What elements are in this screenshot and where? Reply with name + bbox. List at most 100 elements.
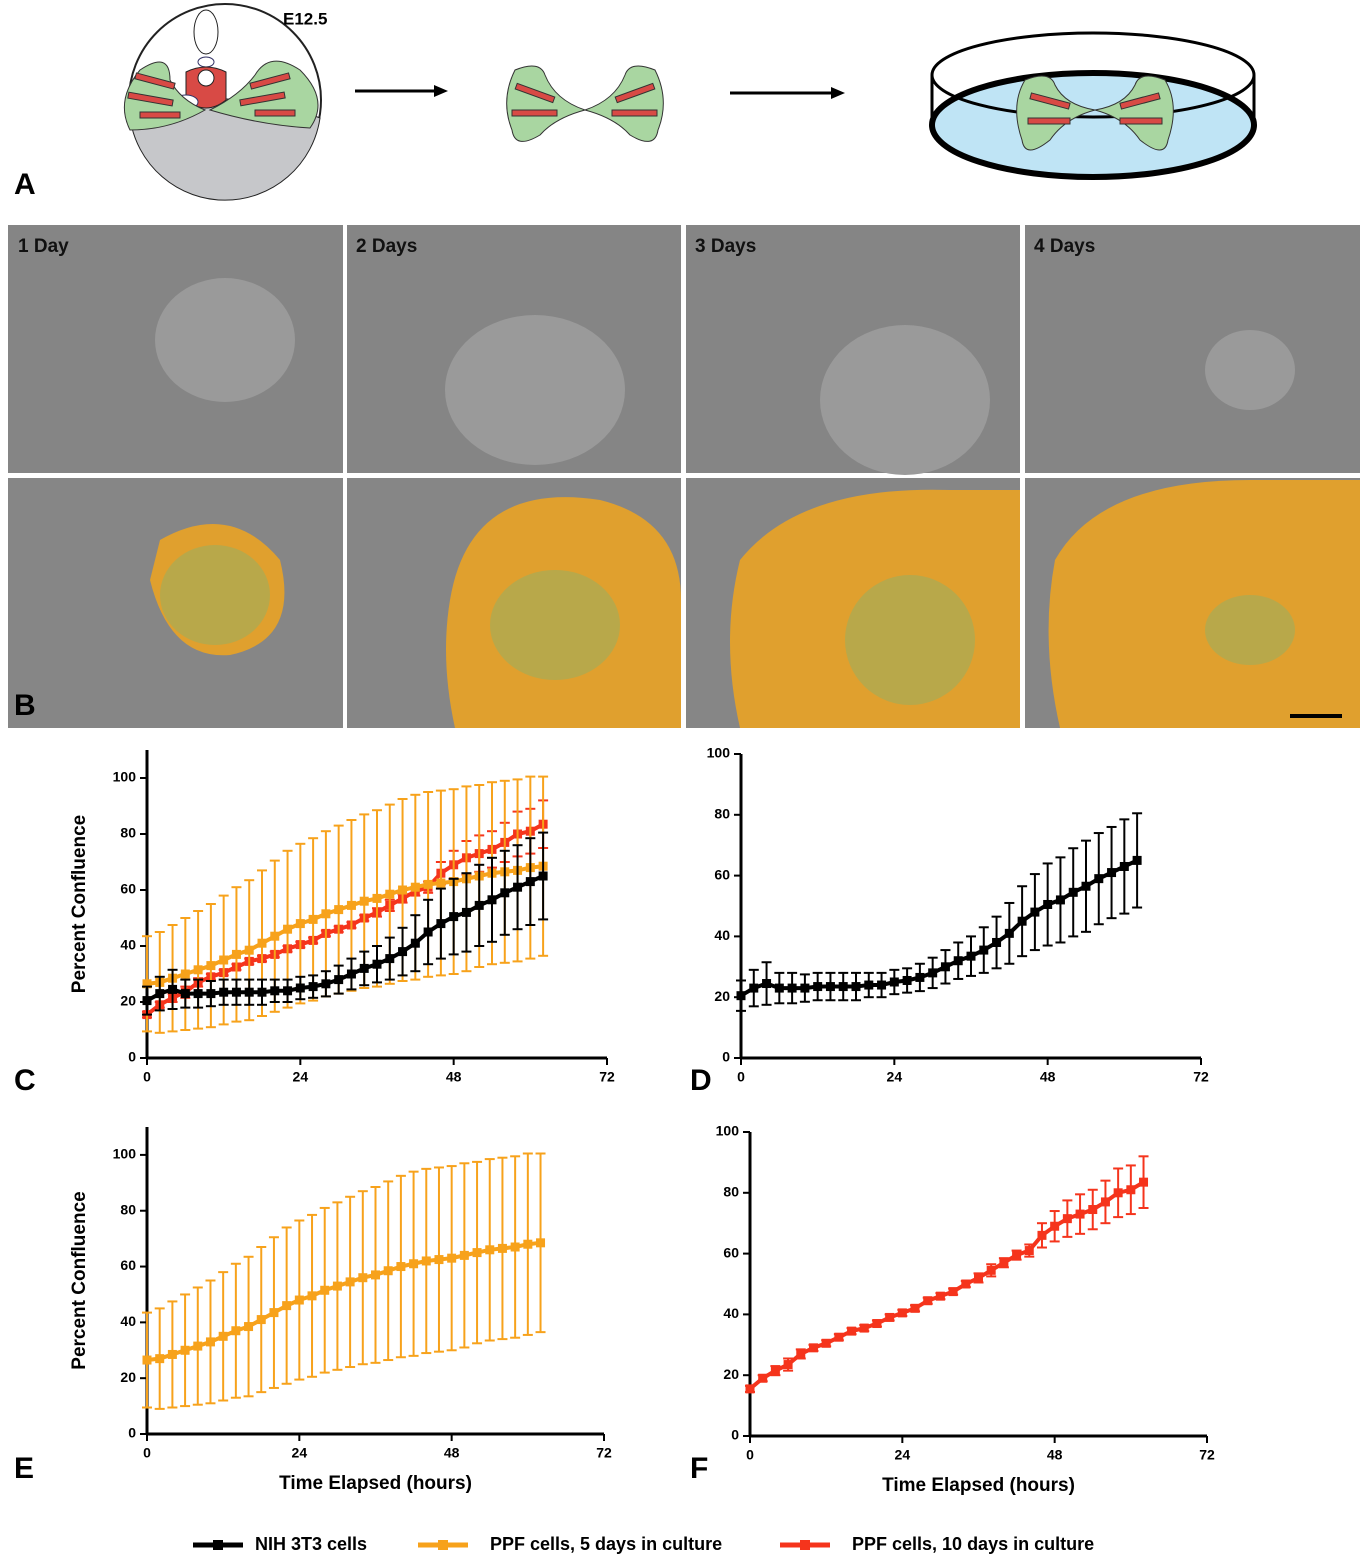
marker xyxy=(245,946,254,955)
marker xyxy=(1133,856,1142,865)
marker xyxy=(231,1326,240,1335)
marker xyxy=(1101,1197,1110,1206)
y-tick-label: 100 xyxy=(113,1146,137,1162)
x-tick-label: 0 xyxy=(143,1445,151,1461)
marker xyxy=(1005,929,1014,938)
marker xyxy=(398,947,407,956)
marker xyxy=(498,1244,507,1253)
marker xyxy=(333,1282,342,1291)
marker xyxy=(347,901,356,910)
marker xyxy=(1139,1178,1148,1187)
marker xyxy=(1043,900,1052,909)
marker xyxy=(424,880,433,889)
marker xyxy=(511,1243,520,1252)
marker xyxy=(1030,908,1039,917)
marker xyxy=(1037,1231,1046,1240)
y-tick-label: 20 xyxy=(120,993,136,1009)
marker xyxy=(371,1270,380,1279)
y-tick-label: 20 xyxy=(723,1366,739,1382)
marker xyxy=(1056,895,1065,904)
marker xyxy=(347,970,356,979)
marker xyxy=(758,1374,767,1383)
marker xyxy=(911,1304,920,1313)
marker xyxy=(385,954,394,963)
panel-label: A xyxy=(14,168,36,201)
marker xyxy=(206,1337,215,1346)
marker xyxy=(1012,1251,1021,1260)
marker xyxy=(1076,1210,1085,1219)
marker xyxy=(257,1315,266,1324)
marker xyxy=(232,950,241,959)
marker xyxy=(834,1333,843,1342)
legend-marker xyxy=(438,1540,448,1550)
marker xyxy=(473,1248,482,1257)
marker xyxy=(737,991,746,1000)
marker xyxy=(283,986,292,995)
marker xyxy=(536,1238,545,1247)
marker xyxy=(373,960,382,969)
figure: E12.5 A 1 Day 2 Days 3 Days 4 Days B C02… xyxy=(0,0,1360,1560)
y-tick-label: 80 xyxy=(714,806,730,822)
x-tick-label: 48 xyxy=(446,1069,462,1085)
marker xyxy=(475,901,484,910)
marker xyxy=(961,1280,970,1289)
marker xyxy=(813,982,822,991)
marker xyxy=(219,1332,228,1341)
x-tick-label: 24 xyxy=(895,1447,911,1463)
marker xyxy=(877,981,886,990)
panel-label: D xyxy=(690,1064,712,1097)
marker xyxy=(762,979,771,988)
marker xyxy=(424,928,433,937)
y-tick-label: 20 xyxy=(120,1369,136,1385)
marker xyxy=(360,897,369,906)
marker xyxy=(155,1354,164,1363)
x-tick-label: 72 xyxy=(599,1069,615,1085)
marker xyxy=(309,982,318,991)
y-tick-label: 80 xyxy=(120,825,136,841)
marker xyxy=(269,1308,278,1317)
marker xyxy=(411,883,420,892)
y-tick-label: 0 xyxy=(128,1049,136,1065)
marker xyxy=(1094,874,1103,883)
marker xyxy=(526,877,535,886)
marker xyxy=(898,1308,907,1317)
marker xyxy=(309,915,318,924)
marker xyxy=(320,1286,329,1295)
panel-label: E xyxy=(14,1452,34,1485)
marker xyxy=(434,1255,443,1264)
marker xyxy=(1107,868,1116,877)
marker xyxy=(155,989,164,998)
marker xyxy=(949,1287,958,1296)
marker xyxy=(1050,1222,1059,1231)
x-tick-label: 48 xyxy=(444,1445,460,1461)
marker xyxy=(796,1349,805,1358)
marker xyxy=(409,1259,418,1268)
marker xyxy=(885,1313,894,1322)
marker xyxy=(923,1296,932,1305)
marker xyxy=(396,1262,405,1271)
x-tick-label: 24 xyxy=(887,1069,903,1085)
timepoint-label: 4 Days xyxy=(1034,236,1095,257)
marker xyxy=(999,1258,1008,1267)
x-tick-label: 0 xyxy=(143,1069,151,1085)
marker xyxy=(903,976,912,985)
marker xyxy=(1025,1246,1034,1255)
marker xyxy=(384,1266,393,1275)
marker xyxy=(1126,1185,1135,1194)
marker xyxy=(915,973,924,982)
marker xyxy=(296,919,305,928)
marker xyxy=(500,888,509,897)
legend-label: PPF cells, 5 days in culture xyxy=(490,1534,722,1554)
y-tick-label: 0 xyxy=(128,1425,136,1441)
marker xyxy=(1018,917,1027,926)
marker xyxy=(181,970,190,979)
marker xyxy=(258,988,267,997)
legend-label: NIH 3T3 cells xyxy=(255,1534,367,1554)
marker xyxy=(1069,888,1078,897)
marker xyxy=(974,1273,983,1282)
marker xyxy=(168,1350,177,1359)
marker xyxy=(449,912,458,921)
marker xyxy=(852,982,861,991)
marker xyxy=(282,1301,291,1310)
marker xyxy=(992,938,1001,947)
